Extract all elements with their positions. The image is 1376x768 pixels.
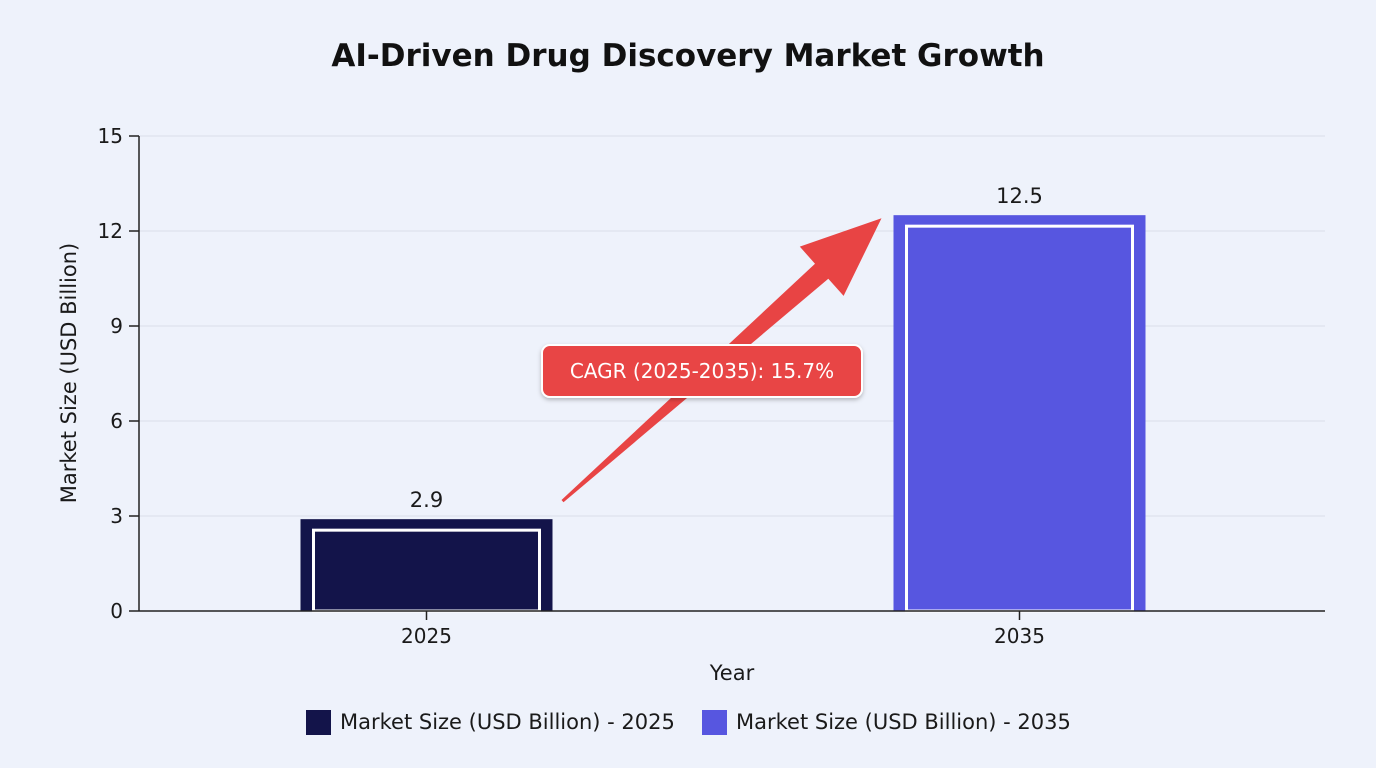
grid [139,135,1325,517]
bar-2035 [893,215,1146,611]
bar-2025 [300,519,553,611]
x-axis-title: Year [709,661,755,685]
y-tick-label-9: 9 [110,314,123,338]
cagr-annotation: CAGR (2025-2035): 15.7% [541,218,882,503]
legend: Market Size (USD Billion) - 2025 Market S… [306,710,1071,735]
legend-swatch-2 [702,710,727,735]
x-axis-ticks: 2025 2035 [401,611,1045,648]
y-axis-title: Market Size (USD Billion) [57,243,81,503]
data-label-2035: 12.5 [996,184,1043,208]
y-tick-label-12: 12 [98,219,123,243]
cagr-label: CAGR (2025-2035): 15.7% [570,359,834,383]
y-tick-label-15: 15 [98,124,123,148]
y-axis-ticks: 0 3 6 9 12 15 [98,124,139,623]
axes [138,136,1325,612]
legend-label-1: Market Size (USD Billion) - 2025 [340,710,675,734]
legend-label-2: Market Size (USD Billion) - 2035 [736,710,1071,734]
data-labels: 2.9 12.5 [410,184,1043,512]
x-tick-label-2025: 2025 [401,624,452,648]
chart-title: AI-Driven Drug Discovery Market Growth [331,38,1044,74]
cagr-badge [541,344,863,398]
data-label-2025: 2.9 [410,488,443,512]
legend-swatch-1 [306,710,331,735]
bars [300,215,1146,613]
y-tick-label-6: 6 [110,409,123,433]
y-tick-label-0: 0 [110,599,123,623]
y-tick-label-3: 3 [110,504,123,528]
x-tick-label-2035: 2035 [994,624,1045,648]
